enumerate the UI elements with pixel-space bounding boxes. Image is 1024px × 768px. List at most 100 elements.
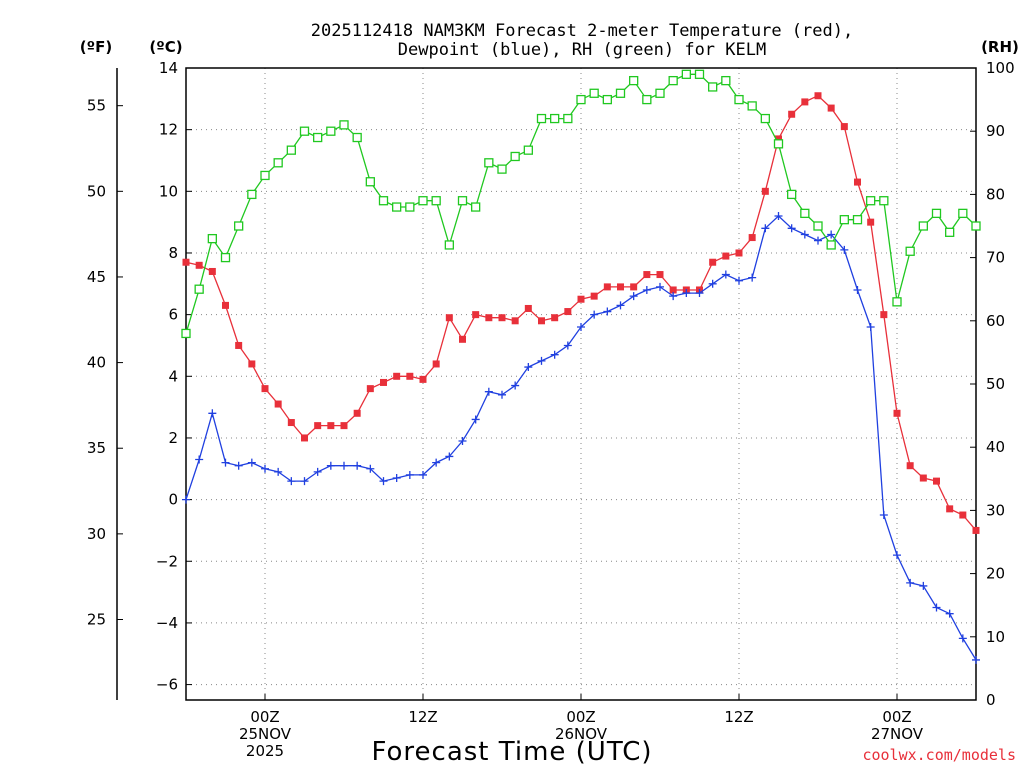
rh-point [708,82,718,92]
rh-point [826,240,836,250]
rh-point [550,113,560,124]
temperature-point [669,286,677,294]
temperature-point [801,98,809,106]
rh-point [181,328,191,339]
dewpoint-point [379,477,388,486]
dewpoint-point [590,310,599,319]
temperature-point [248,360,256,368]
temperature-point [498,314,506,322]
rh-point [905,246,915,256]
dewpoint-point [827,230,836,239]
celsius-unit-label: (ºC) [149,38,182,56]
rh-point [655,88,665,98]
rh-point [457,196,468,206]
rh-point [471,202,481,212]
rh-tick-label: 50 [986,375,1005,393]
rh-point [629,75,639,86]
temperature-point [972,526,980,534]
dewpoint-point [800,230,809,239]
axes [116,67,977,701]
time-tick-label: 2025 [246,742,284,760]
temperature-point [380,378,387,386]
fahrenheit-tick-label: 35 [87,439,106,457]
rh-point [760,113,770,124]
dewpoint-point [695,289,704,298]
rh-point [273,158,283,168]
celsius-tick-label: 8 [168,244,178,262]
temperature-point [735,249,743,257]
celsius-tick-label: 12 [159,121,178,139]
temperature-point [195,261,203,269]
dewpoint-point [353,461,362,470]
rh-point [945,227,955,237]
rh-point [839,215,849,225]
chart-title-line2: Dewpoint (blue), RH (green) for KELM [398,40,766,60]
temperature-point [511,317,519,325]
rh-tick-label: 40 [986,438,1005,456]
temperature-point [235,341,243,349]
temperature-point [353,409,361,417]
rh-point [747,101,757,111]
celsius-tick-label: −2 [156,552,178,570]
temperature-point [524,304,532,312]
fahrenheit-tick-label: 30 [87,525,106,543]
temperature-point [340,422,348,430]
temperature-point [603,283,611,291]
fahrenheit-tick-label: 45 [87,268,106,286]
temperature-point [538,317,545,325]
celsius-tick-label: 10 [159,182,178,200]
rh-tick-label: 30 [986,501,1005,519]
celsius-tick-label: 0 [168,491,178,509]
rh-point [602,94,612,105]
rh-point [563,113,573,124]
dewpoint-point [972,655,980,664]
dewpoint-point [642,285,651,294]
rh-point [339,120,349,130]
rh-tick-label: 0 [986,691,996,709]
dewpoint-point [708,279,717,288]
x-axis-title: Forecast Time (UTC) [371,737,652,767]
rh-point [260,170,270,181]
temperature-point [314,422,322,430]
temperature-point [577,295,585,303]
dewpoint-point [287,477,296,486]
dewpoint-point [524,363,533,372]
dewpoint-point [563,341,572,350]
dewpoint-point [840,245,849,254]
dewpoint-point [234,461,243,470]
fahrenheit-tick-label: 25 [87,611,106,629]
temperature-point [906,462,914,470]
temperature-point [459,335,466,343]
temperature-point [761,187,769,195]
temperature-point [301,434,308,442]
rh-point [352,132,362,143]
temperature-point [261,385,269,393]
dewpoint-point [484,387,493,396]
rh-point [852,215,863,225]
celsius-tick-label: −4 [156,614,178,632]
rh-point [207,233,217,244]
dewpoint-point [313,467,322,476]
rh-point [326,126,336,136]
rh-tick-label: 10 [986,628,1005,646]
rh-tick-label: 60 [986,312,1005,330]
credit-label: coolwx.com/models [862,746,1016,764]
temperature-point [617,283,624,291]
temperature-point [880,311,888,319]
temperature-point [946,505,954,513]
temperature-point [775,135,782,143]
temperature-point [854,178,861,186]
temperature-point [893,409,901,417]
temperature-point [722,252,730,260]
dewpoint-point [195,455,204,464]
rh-point [681,69,691,79]
temperature-point [630,283,638,291]
rh-point [813,221,823,231]
dewpoint-point [498,390,506,399]
temperature-point [366,385,374,393]
temperature-point [406,372,414,380]
dewpoint-point [629,292,638,301]
celsius-tick-label: 6 [168,306,178,324]
rh-point [234,221,244,231]
